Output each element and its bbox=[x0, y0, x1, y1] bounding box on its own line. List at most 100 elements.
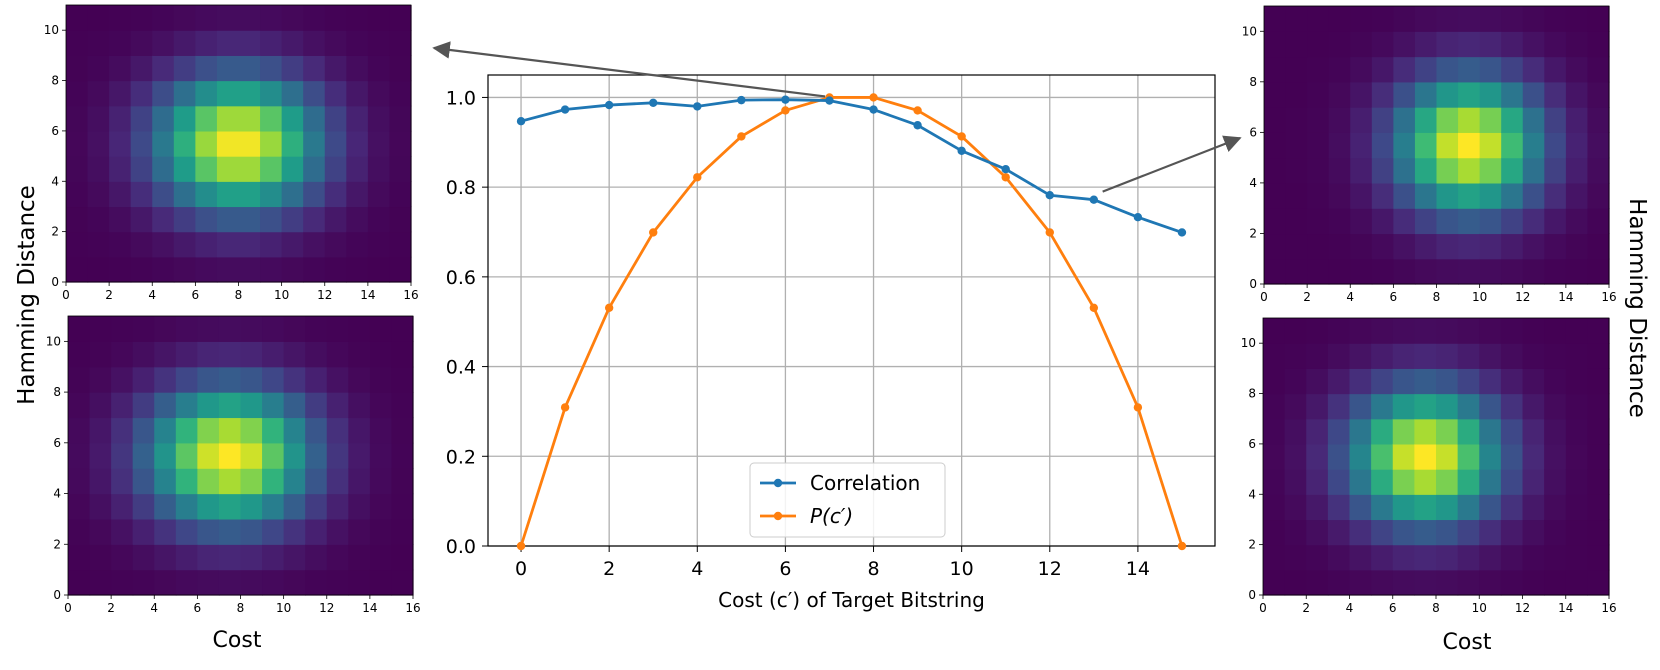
x-tick-label: 14 bbox=[1126, 558, 1150, 580]
heatmap-bottom-right: 0 2 4 6 8 10 12 14 16 0 2 4 6 8 10 bbox=[1241, 317, 1617, 615]
heatmap-cell bbox=[1457, 544, 1480, 571]
heatmap-cell bbox=[197, 468, 220, 495]
heatmap-cell bbox=[1479, 31, 1502, 58]
heatmap-cell bbox=[152, 55, 175, 82]
heatmap-cell bbox=[1436, 393, 1459, 420]
heatmap-cell bbox=[1587, 443, 1610, 470]
heatmap-cell bbox=[173, 5, 196, 31]
heatmap-cell bbox=[1349, 544, 1372, 571]
heatmap-cell bbox=[348, 392, 371, 419]
heatmap-cell bbox=[1565, 469, 1588, 495]
heatmap-cell bbox=[1371, 519, 1394, 546]
heatmap-cell bbox=[1414, 569, 1437, 596]
heatmap-cell bbox=[1587, 208, 1610, 235]
heatmap-cell bbox=[175, 544, 198, 571]
heatmap-cell bbox=[303, 5, 326, 31]
heatmap-cell bbox=[1522, 157, 1545, 184]
heatmap-cell bbox=[303, 256, 326, 283]
heatmap-cell bbox=[1328, 107, 1351, 133]
heatmap-cell bbox=[1414, 318, 1437, 344]
legend-box bbox=[749, 462, 946, 538]
heatmap-cell bbox=[1544, 318, 1567, 344]
heatmap-cell bbox=[130, 55, 153, 82]
heatmap-cell bbox=[346, 156, 369, 182]
heatmap-cell bbox=[109, 206, 132, 233]
heatmap-cell bbox=[367, 231, 391, 258]
heatmap-cell bbox=[303, 156, 326, 182]
heatmap-cell bbox=[346, 206, 369, 233]
heatmap-cell bbox=[281, 105, 304, 132]
heatmap-cell bbox=[1306, 569, 1329, 596]
heatmap-cell bbox=[1349, 418, 1372, 445]
heatmap-cell bbox=[1350, 208, 1373, 235]
heatmap-cell bbox=[1414, 494, 1437, 521]
heatmap-cell bbox=[89, 468, 112, 495]
heatmap-cell bbox=[89, 493, 112, 520]
heatmap-cell bbox=[1263, 368, 1286, 395]
heatmap-cell bbox=[1306, 443, 1329, 470]
heatmap-cell bbox=[1307, 81, 1330, 108]
heatmap-cell bbox=[1392, 368, 1415, 395]
heatmap-cell bbox=[1522, 368, 1545, 395]
heatmap-cell bbox=[1522, 343, 1545, 369]
heatmap-cell bbox=[1327, 544, 1351, 571]
heatmap-cell bbox=[1414, 519, 1437, 546]
heatmap-cell bbox=[109, 231, 132, 258]
heatmap-cell bbox=[1349, 519, 1372, 546]
heatmap-ytick-label: 2 bbox=[51, 225, 59, 239]
data-point bbox=[1089, 303, 1099, 313]
heatmap-xtick-label: 4 bbox=[150, 601, 158, 615]
heatmap-cell bbox=[303, 30, 326, 56]
heatmap-cell bbox=[303, 130, 326, 157]
heatmap-cell bbox=[1565, 233, 1589, 260]
heatmap-cell bbox=[1436, 519, 1459, 546]
data-point bbox=[869, 105, 878, 114]
heatmap-cell bbox=[1414, 418, 1437, 445]
heatmap-cell bbox=[367, 130, 391, 157]
heatmap-cell bbox=[66, 55, 89, 82]
heatmap-cell bbox=[1565, 569, 1588, 596]
heatmap-cell bbox=[1307, 6, 1330, 32]
heatmap-cell bbox=[130, 130, 153, 157]
heatmap-cell bbox=[195, 5, 218, 31]
heatmap-cell bbox=[1522, 418, 1545, 445]
heatmap-cell bbox=[1436, 107, 1459, 133]
heatmap-ytick-label: 6 bbox=[1248, 437, 1256, 451]
heatmap-cell bbox=[1479, 469, 1502, 495]
legend-swatch-marker bbox=[773, 511, 783, 521]
heatmap-cell bbox=[89, 442, 112, 469]
heatmap-cell bbox=[89, 569, 112, 596]
heatmap-cell bbox=[238, 105, 261, 132]
heatmap-cell bbox=[1414, 81, 1438, 108]
heatmap-cell bbox=[1327, 469, 1351, 495]
heatmap-cell bbox=[367, 206, 391, 233]
right-ylabel: Hamming Distance bbox=[1624, 198, 1650, 418]
heatmap-cell bbox=[1328, 182, 1351, 209]
heatmap-cell bbox=[130, 156, 153, 182]
heatmap-cell bbox=[262, 341, 285, 368]
heatmap-cell bbox=[218, 316, 242, 342]
heatmap-cell bbox=[1457, 318, 1480, 344]
heatmap-cell bbox=[260, 80, 283, 107]
heatmap-cell bbox=[1307, 56, 1330, 83]
heatmap-ytick-label: 2 bbox=[1249, 226, 1257, 240]
heatmap-cell bbox=[66, 231, 89, 258]
heatmap-xtick-label: 6 bbox=[1390, 290, 1398, 304]
heatmap-cell bbox=[305, 392, 328, 419]
series-probability bbox=[516, 93, 1187, 551]
heatmap-cell bbox=[1350, 56, 1373, 83]
heatmap-cell bbox=[305, 341, 328, 368]
heatmap-cell bbox=[1479, 157, 1502, 184]
heatmap-cell bbox=[216, 206, 240, 233]
heatmap-cell bbox=[1436, 81, 1459, 108]
heatmap-cell bbox=[1587, 519, 1610, 546]
heatmap-cell bbox=[68, 569, 91, 596]
heatmap-cell bbox=[130, 5, 153, 31]
heatmap-cell bbox=[1414, 368, 1437, 395]
heatmap-cell bbox=[1414, 233, 1438, 260]
heatmap-cell bbox=[130, 30, 153, 56]
data-point bbox=[516, 117, 526, 126]
heatmap-cell bbox=[391, 316, 414, 342]
heatmap-cell bbox=[1587, 81, 1610, 108]
heatmap-cell bbox=[1263, 418, 1286, 445]
